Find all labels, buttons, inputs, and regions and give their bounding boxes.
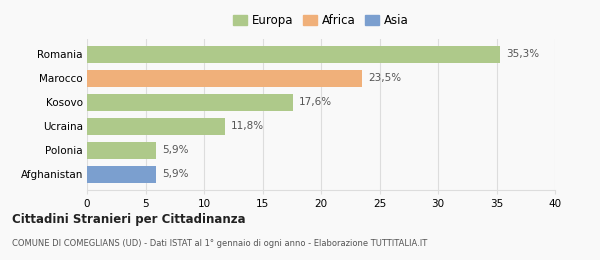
Bar: [87, 142, 156, 159]
Text: 17,6%: 17,6%: [299, 98, 332, 107]
Bar: [87, 94, 293, 111]
Text: Cittadini Stranieri per Cittadinanza: Cittadini Stranieri per Cittadinanza: [12, 213, 245, 226]
Text: 11,8%: 11,8%: [231, 121, 264, 131]
Text: 5,9%: 5,9%: [162, 145, 188, 155]
Bar: [87, 70, 362, 87]
Legend: Europa, Africa, Asia: Europa, Africa, Asia: [231, 12, 411, 29]
Bar: [87, 166, 156, 183]
Text: COMUNE DI COMEGLIANS (UD) - Dati ISTAT al 1° gennaio di ogni anno - Elaborazione: COMUNE DI COMEGLIANS (UD) - Dati ISTAT a…: [12, 239, 427, 248]
Bar: [87, 118, 225, 135]
Bar: [87, 46, 500, 63]
Text: 35,3%: 35,3%: [506, 49, 539, 60]
Text: 23,5%: 23,5%: [368, 73, 401, 83]
Text: 5,9%: 5,9%: [162, 169, 188, 179]
